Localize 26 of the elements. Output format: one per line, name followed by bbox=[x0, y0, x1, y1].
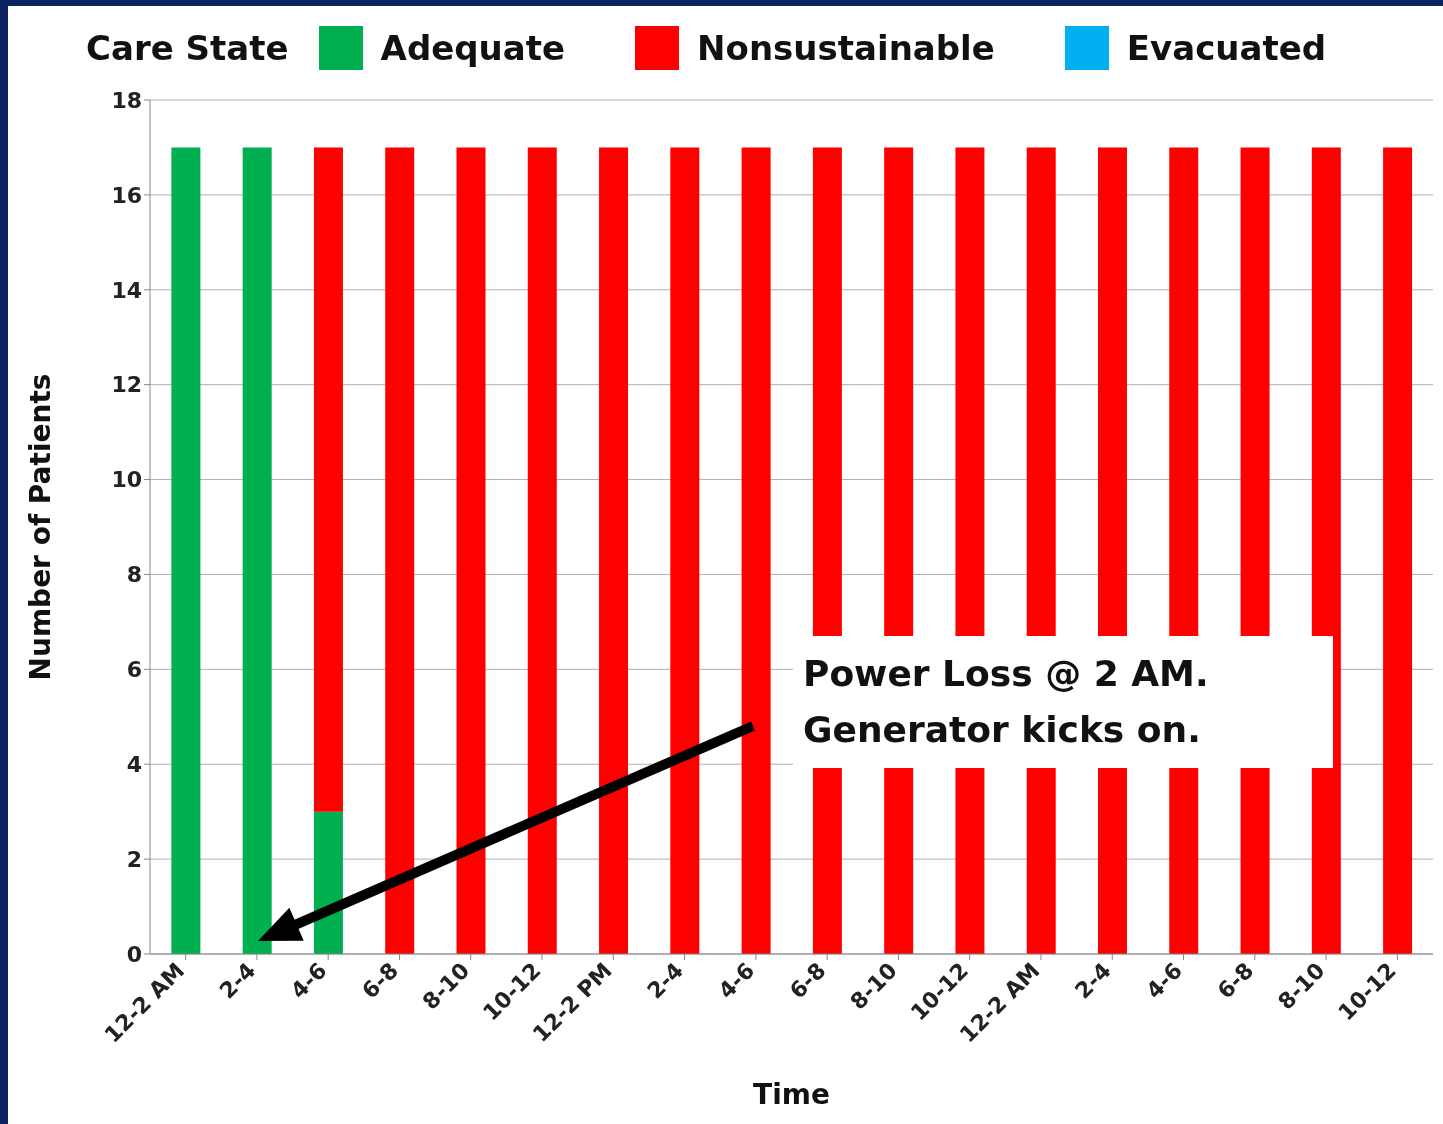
x-tick-label: 6-8 bbox=[357, 957, 404, 1004]
x-tick-label: 2-4 bbox=[642, 957, 689, 1004]
legend-title: Care State bbox=[86, 28, 289, 68]
y-tick-label: 10 bbox=[111, 467, 142, 493]
legend-label: Nonsustainable bbox=[697, 28, 995, 68]
y-tick-label: 16 bbox=[111, 182, 142, 208]
x-tick-label: 6-8 bbox=[784, 957, 831, 1004]
y-tick-label: 6 bbox=[126, 657, 142, 683]
y-tick-label: 12 bbox=[111, 372, 142, 398]
legend-label: Evacuated bbox=[1126, 28, 1327, 68]
y-axis-title: Number of Patients bbox=[23, 373, 57, 681]
legend-label: Adequate bbox=[380, 28, 566, 68]
x-tick-label: 4-6 bbox=[1141, 957, 1188, 1004]
y-tick-label: 0 bbox=[126, 941, 142, 967]
y-tick-label: 8 bbox=[126, 562, 142, 588]
x-tick-label: 2-4 bbox=[1070, 957, 1116, 1004]
y-tick-label: 18 bbox=[111, 87, 142, 113]
callout-box: Power Loss @ 2 AM. Generator kicks on. bbox=[793, 636, 1333, 768]
y-tick-label: 2 bbox=[126, 846, 142, 872]
y-tick-label: 4 bbox=[126, 752, 142, 778]
x-axis-title: Time bbox=[753, 1078, 830, 1111]
x-tick-label: 4-6 bbox=[285, 957, 332, 1004]
x-tick-label: 2-4 bbox=[214, 957, 261, 1004]
x-tick-label: 4-6 bbox=[713, 957, 760, 1004]
x-tick-label: 6-8 bbox=[1212, 957, 1259, 1004]
y-tick-label: 14 bbox=[111, 277, 142, 303]
